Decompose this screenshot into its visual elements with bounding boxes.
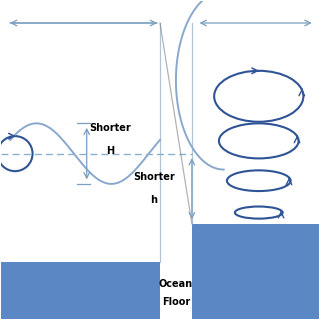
Text: Ocean: Ocean — [159, 279, 193, 289]
Text: Floor: Floor — [162, 297, 190, 307]
Bar — [1, 262, 160, 319]
Text: H: H — [107, 146, 115, 156]
Text: h: h — [150, 195, 157, 205]
Bar — [192, 224, 319, 319]
Text: Shorter: Shorter — [133, 172, 174, 182]
Text: Shorter: Shorter — [90, 123, 132, 133]
